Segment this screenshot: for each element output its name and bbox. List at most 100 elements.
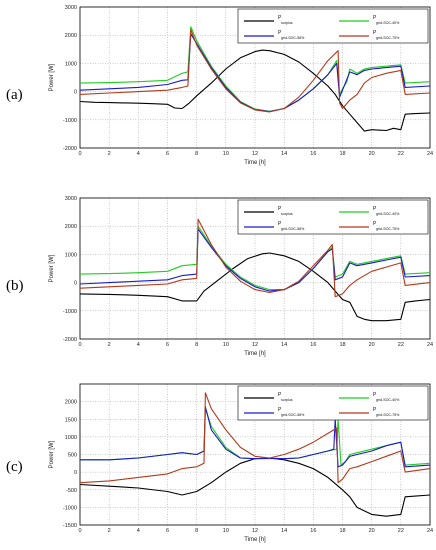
x-tick-label: 16 xyxy=(310,151,316,157)
series-line-surplus xyxy=(79,252,431,322)
x-tick-label: 22 xyxy=(398,151,404,157)
y-tick-label: 1500 xyxy=(65,417,77,423)
legend-label: P xyxy=(278,30,282,36)
series-line-grid-SOC-75% xyxy=(79,218,431,298)
x-tick-label: 2 xyxy=(108,528,111,534)
y-tick-label: 3000 xyxy=(65,196,77,202)
legend-box xyxy=(237,199,429,235)
y-tick-label: -500 xyxy=(66,488,77,494)
panel-letter: (c) xyxy=(6,459,23,475)
legend-subscript: surplus xyxy=(281,398,293,402)
y-tick-label: 2000 xyxy=(65,400,77,406)
x-tick-label: 6 xyxy=(166,151,169,157)
x-tick-label: 12 xyxy=(252,342,258,348)
y-tick-label: -1500 xyxy=(63,523,77,529)
legend-label: P xyxy=(373,206,377,212)
legend-label: P xyxy=(373,392,377,398)
series-line-surplus xyxy=(79,49,431,132)
legend-label: P xyxy=(373,30,377,36)
legend-subscript: grid-SOC-75% xyxy=(376,36,400,40)
x-tick-label: 16 xyxy=(310,528,316,534)
x-tick-label: 12 xyxy=(252,528,258,534)
y-tick-label: -2000 xyxy=(63,337,77,343)
series-line-grid-SOC-75% xyxy=(79,392,431,484)
x-tick-label: 4 xyxy=(137,151,140,157)
y-tick-label: -1000 xyxy=(63,505,77,511)
y-axis-label: Power [W] xyxy=(49,440,55,468)
series-line-grid-SOC-58% xyxy=(79,33,431,113)
legend-subscript: grid-SOC-40% xyxy=(376,398,400,402)
legend-label: P xyxy=(373,15,377,21)
x-tick-label: 10 xyxy=(223,151,229,157)
x-tick-label: 0 xyxy=(78,151,81,157)
x-tick-label: 14 xyxy=(281,151,287,157)
x-axis-label: Time [h] xyxy=(244,160,266,166)
legend-box xyxy=(237,8,429,44)
x-tick-label: 6 xyxy=(166,528,169,534)
plot-frame xyxy=(79,197,431,340)
x-tick-label: 24 xyxy=(427,151,433,157)
x-tick-label: 14 xyxy=(281,342,287,348)
x-tick-label: 8 xyxy=(195,151,198,157)
x-tick-label: 2 xyxy=(108,342,111,348)
x-axis-label: Time [h] xyxy=(244,537,266,543)
x-tick-label: 12 xyxy=(252,151,258,157)
y-axis-label: Power [W] xyxy=(49,63,55,91)
y-tick-label: -1000 xyxy=(63,118,77,124)
legend-label: P xyxy=(278,221,282,227)
x-tick-label: 14 xyxy=(281,528,287,534)
y-tick-label: -1000 xyxy=(63,309,77,315)
chart-panel-1: (a)0 2 4 6 8 10 12 14 16 18 20 22 24-2000-1000010002… xyxy=(6,5,433,166)
y-tick-label: 0 xyxy=(74,281,77,287)
x-tick-label: 18 xyxy=(339,342,345,348)
chart-panel-2: (b)0 2 4 6 8 10 12 14 16 18 20 22 24-2000-1000010002… xyxy=(6,196,433,357)
series-line-surplus xyxy=(79,457,431,517)
y-tick-label: 0 xyxy=(74,90,77,96)
x-tick-label: 10 xyxy=(223,342,229,348)
x-tick-label: 18 xyxy=(339,528,345,534)
x-tick-label: 0 xyxy=(78,528,81,534)
legend-label: P xyxy=(278,206,282,212)
y-tick-label: 0 xyxy=(74,470,77,476)
y-tick-label: 2000 xyxy=(65,224,77,230)
series-line-grid-SOC-58% xyxy=(80,406,431,468)
legend-subscript: grid-SOC-75% xyxy=(376,413,400,417)
x-tick-label: 0 xyxy=(78,342,81,348)
x-tick-label: 22 xyxy=(398,528,404,534)
legend-label: P xyxy=(278,392,282,398)
y-tick-label: -2000 xyxy=(63,146,77,152)
plot-frame xyxy=(79,383,431,526)
x-tick-label: 8 xyxy=(195,528,198,534)
panel-letter: (b) xyxy=(6,278,24,294)
legend-subscript: surplus xyxy=(281,21,293,25)
legend: PsurplusPgrid-SOC-40%Pgrid-SOC-58%Pgrid-… xyxy=(237,385,429,421)
plot-frame xyxy=(79,6,431,149)
series-line-grid-SOC-58% xyxy=(79,228,431,292)
legend: PsurplusPgrid-SOC-40%Pgrid-SOC-58%Pgrid-… xyxy=(237,8,429,44)
x-tick-label: 18 xyxy=(339,151,345,157)
legend-box xyxy=(237,385,429,421)
legend-subscript: grid-SOC-40% xyxy=(376,21,400,25)
legend-label: P xyxy=(278,15,282,21)
panel-letter: (a) xyxy=(6,87,23,103)
legend-subscript: grid-SOC-58% xyxy=(281,36,305,40)
x-tick-label: 6 xyxy=(166,342,169,348)
x-tick-label: 2 xyxy=(108,151,111,157)
y-tick-label: 3000 xyxy=(65,5,77,11)
chart-panel-3: (c)0 2 4 6 8 10 12 14 16 18 20 22 24-1500-1000-50005… xyxy=(6,383,433,543)
legend-subscript: grid-SOC-58% xyxy=(281,227,305,231)
legend-label: P xyxy=(373,221,377,227)
y-tick-label: 1000 xyxy=(65,61,77,67)
legend: PsurplusPgrid-SOC-40%Pgrid-SOC-58%Pgrid-… xyxy=(237,199,429,235)
x-tick-label: 20 xyxy=(369,342,375,348)
y-tick-label: 2000 xyxy=(65,33,77,39)
x-tick-label: 16 xyxy=(310,342,316,348)
y-axis-label: Power [W] xyxy=(49,254,55,282)
x-tick-label: 24 xyxy=(427,528,433,534)
legend-label: P xyxy=(278,407,282,413)
y-tick-label: 1000 xyxy=(65,435,77,441)
y-tick-label: 500 xyxy=(68,453,77,459)
x-tick-label: 8 xyxy=(195,342,198,348)
x-tick-label: 20 xyxy=(369,151,375,157)
